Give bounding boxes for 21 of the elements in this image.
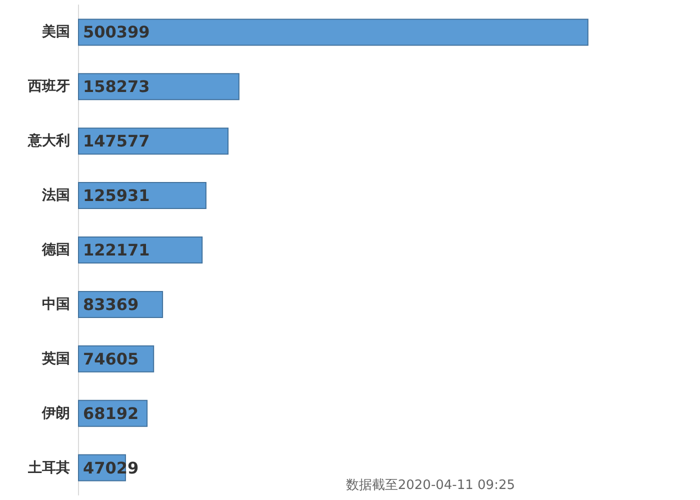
y-tick-label: 中国 — [42, 296, 70, 312]
bar — [78, 128, 229, 155]
bar — [78, 73, 240, 100]
annotation: 数据截至2020-04-11 09:25 — [346, 478, 516, 493]
y-tick-label: 意大利 — [27, 132, 70, 150]
data-label: 68192 — [83, 404, 139, 423]
data-label: 158273 — [83, 77, 150, 96]
y-tick-label: 英国 — [41, 350, 70, 367]
y-tick-label: 德国 — [41, 242, 70, 258]
data-label: 125931 — [83, 186, 150, 206]
data-label: 500399 — [83, 22, 150, 42]
data-label: 74605 — [83, 349, 139, 368]
y-tick-label: 美国 — [41, 23, 70, 40]
y-tick-label: 土耳其 — [27, 460, 70, 476]
y-tick-label: 西班牙 — [27, 78, 70, 95]
y-tick-label: 法国 — [41, 188, 70, 204]
data-label: 147577 — [83, 132, 150, 151]
data-label: 83369 — [83, 294, 139, 314]
data-label: 122171 — [83, 240, 150, 260]
y-tick-label: 伊朗 — [41, 404, 70, 422]
bar — [78, 18, 588, 46]
